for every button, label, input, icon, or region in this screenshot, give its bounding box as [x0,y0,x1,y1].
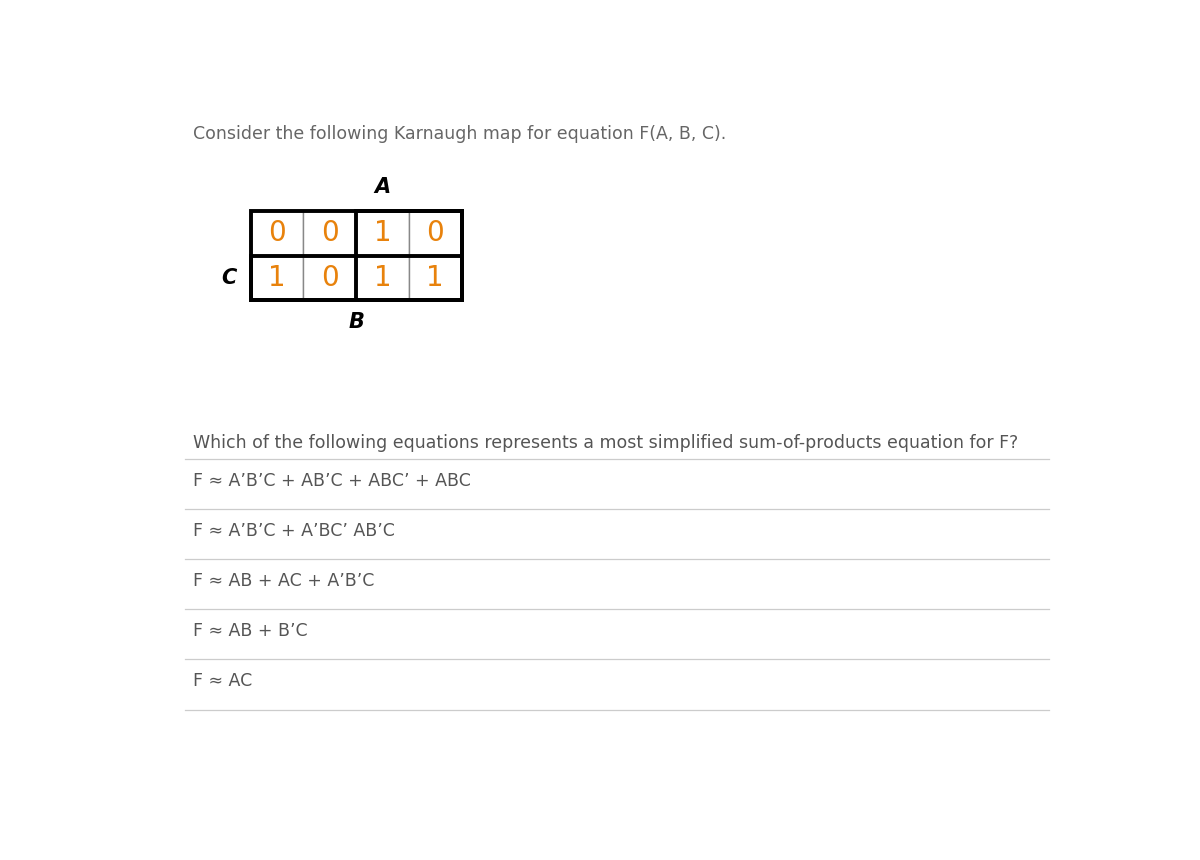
Text: 1: 1 [373,264,391,292]
Text: 0: 0 [426,219,444,248]
Bar [304,211,356,255]
Text: F ≈ A’B’C + AB’C + ABC’ + ABC: F ≈ A’B’C + AB’C + ABC’ + ABC [193,471,470,489]
Text: A: A [374,177,390,197]
Bar [251,211,304,255]
Text: F ≈ A’B’C + A’BC’ AB’C: F ≈ A’B’C + A’BC’ AB’C [193,521,395,539]
Bar [304,255,356,300]
Text: F ≈ AB + B’C: F ≈ AB + B’C [193,622,307,640]
Bar [409,211,462,255]
Bar [409,255,462,300]
Text: F ≈ AC: F ≈ AC [193,672,252,690]
Text: 1: 1 [373,219,391,248]
Text: Consider the following Karnaugh map for equation F(A, B, C).: Consider the following Karnaugh map for … [193,125,726,143]
Text: 1: 1 [269,264,286,292]
Bar [356,255,409,300]
Bar [251,255,304,300]
Text: B: B [348,312,364,332]
Bar [356,211,462,300]
Text: Which of the following equations represents a most simplified sum-of-products eq: Which of the following equations represe… [193,434,1018,452]
Bar [251,255,462,300]
Text: F ≈ AB + AC + A’B’C: F ≈ AB + AC + A’B’C [193,572,374,590]
Bar [251,211,462,300]
Text: 0: 0 [269,219,286,248]
Text: 1: 1 [426,264,444,292]
Text: C: C [222,268,236,288]
Bar [356,211,409,255]
Text: 0: 0 [320,264,338,292]
Text: 0: 0 [320,219,338,248]
